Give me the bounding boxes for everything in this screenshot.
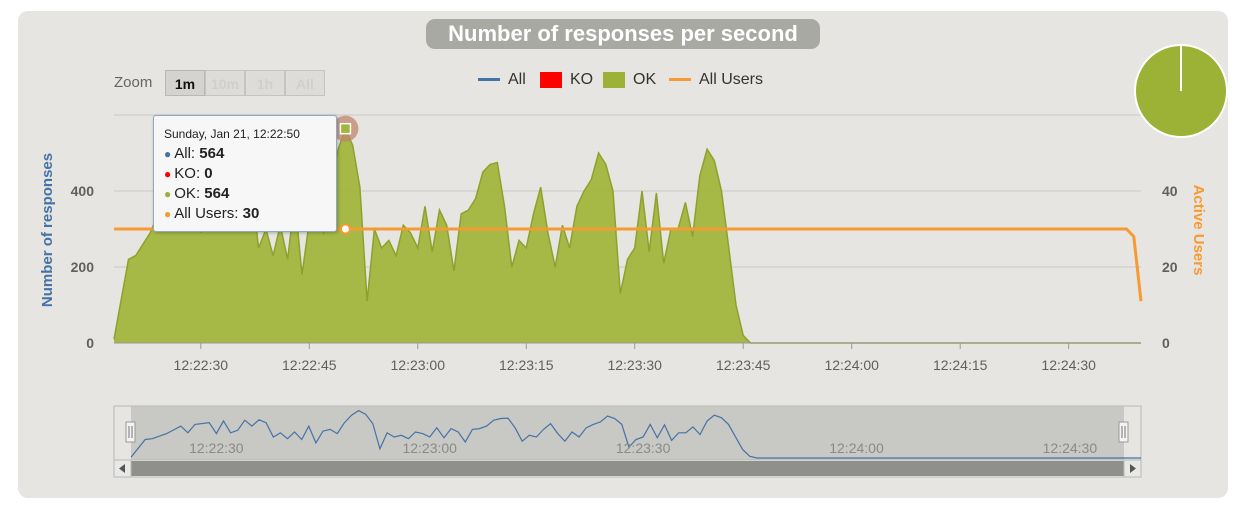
- legend-line-symbol: [669, 78, 691, 82]
- series-dot-icon: ●: [164, 207, 172, 221]
- x-tick-label: 12:23:45: [716, 357, 771, 373]
- left-axis-title: Number of responses: [39, 153, 56, 307]
- hover-point-ok: [339, 122, 352, 135]
- zoom-10m-button[interactable]: 10m: [205, 70, 245, 96]
- navigator-tick-label: 12:24:00: [829, 440, 884, 456]
- legend-box-symbol: [540, 71, 562, 88]
- x-tick-label: 12:23:30: [607, 357, 662, 373]
- x-tick-label: 12:24:30: [1041, 357, 1096, 373]
- chart-title: Number of responses per second: [426, 19, 820, 49]
- zoom-label: Zoom: [114, 74, 153, 91]
- navigator-handle-right[interactable]: [1118, 421, 1129, 443]
- left-axis-ticks: 0 200 400: [71, 183, 95, 351]
- left-tick-label: 400: [71, 183, 95, 199]
- tooltip-row-ok: ● OK: 564: [164, 185, 230, 202]
- series-dot-icon: ●: [164, 187, 172, 201]
- legend-label: All Users: [699, 71, 764, 88]
- x-tick-label: 12:23:15: [499, 357, 554, 373]
- tooltip-row-value: 564: [199, 145, 225, 162]
- scrollbar-left-arrow[interactable]: [113, 459, 132, 478]
- navigator-tick-label: 12:22:30: [189, 440, 244, 456]
- ok-ko-pie-chart: [1134, 44, 1228, 138]
- legend-label: All: [508, 71, 526, 88]
- tooltip-row-value: 30: [242, 205, 260, 222]
- right-tick-label: 0: [1162, 335, 1170, 351]
- right-axis-title: Active Users: [1190, 185, 1207, 276]
- legend-label: OK: [633, 71, 657, 88]
- tooltip-row-value: 0: [204, 165, 213, 182]
- tooltip-date: Sunday, Jan 21, 12:22:50: [164, 127, 300, 141]
- navigator-selection[interactable]: [131, 406, 1124, 460]
- legend-item-all[interactable]: All: [478, 69, 526, 91]
- hover-point-users: [339, 223, 351, 235]
- tooltip-row-all-users: ● All Users: 30: [164, 205, 260, 222]
- legend-item-all-users[interactable]: All Users: [669, 69, 763, 91]
- navigator-series-line: [130, 409, 1141, 459]
- navigator-tick-label: 12:23:00: [402, 440, 457, 456]
- zoom-all-button[interactable]: All: [285, 70, 325, 96]
- navigator-handle-left[interactable]: [125, 421, 136, 443]
- legend-item-ok[interactable]: OK: [603, 69, 656, 91]
- x-tick-label: 12:22:30: [174, 357, 229, 373]
- x-tick-label: 12:23:00: [391, 357, 446, 373]
- tooltip-row-label: OK: [174, 185, 196, 202]
- tooltip-row-value: 564: [204, 185, 230, 202]
- tooltip-row-ko: ● KO: 0: [164, 165, 213, 182]
- legend-item-ko[interactable]: KO: [540, 69, 593, 91]
- left-tick-label: 200: [71, 259, 95, 275]
- legend-box-symbol: [603, 71, 625, 88]
- all-users-line: [114, 227, 1143, 302]
- data-tooltip: Sunday, Jan 21, 12:22:50 ● All: 564 ● KO: …: [153, 115, 337, 232]
- tooltip-row-label: KO: [174, 165, 196, 182]
- x-tick-label: 12:22:45: [282, 357, 337, 373]
- right-tick-label: 40: [1162, 183, 1178, 199]
- tooltip-row-all: ● All: 564: [164, 145, 225, 162]
- hover-markers: [332, 115, 359, 235]
- navigator-tick-label: 12:24:30: [1043, 440, 1098, 456]
- series-dot-icon: ●: [164, 147, 172, 161]
- x-tick-label: 12:24:00: [824, 357, 879, 373]
- scrollbar-right-arrow[interactable]: [1123, 459, 1142, 478]
- series-dot-icon: ●: [164, 167, 172, 181]
- zoom-1h-button[interactable]: 1h: [245, 70, 285, 96]
- left-tick-label: 0: [86, 335, 94, 351]
- right-axis-ticks: 0 20 40: [1162, 183, 1178, 351]
- navigator-tick-label: 12:23:30: [616, 440, 671, 456]
- x-tick-label: 12:24:15: [933, 357, 988, 373]
- legend-label: KO: [570, 71, 594, 88]
- navigator-ticks: 12:22:30 12:23:00 12:23:30 12:24:00 12:24:30: [189, 440, 1097, 456]
- tooltip-row-label: All: [174, 145, 191, 162]
- x-axis-ticks: 12:22:30 12:22:45 12:23:00 12:23:15 12:23:30…: [174, 343, 1096, 373]
- scrollbar-thumb[interactable]: [131, 461, 1124, 476]
- ok-area: [114, 128, 1141, 343]
- legend-line-symbol: [478, 78, 500, 82]
- zoom-1m-button[interactable]: 1m: [165, 70, 205, 96]
- tooltip-row-label: All Users: [174, 205, 235, 222]
- right-tick-label: 20: [1162, 259, 1178, 275]
